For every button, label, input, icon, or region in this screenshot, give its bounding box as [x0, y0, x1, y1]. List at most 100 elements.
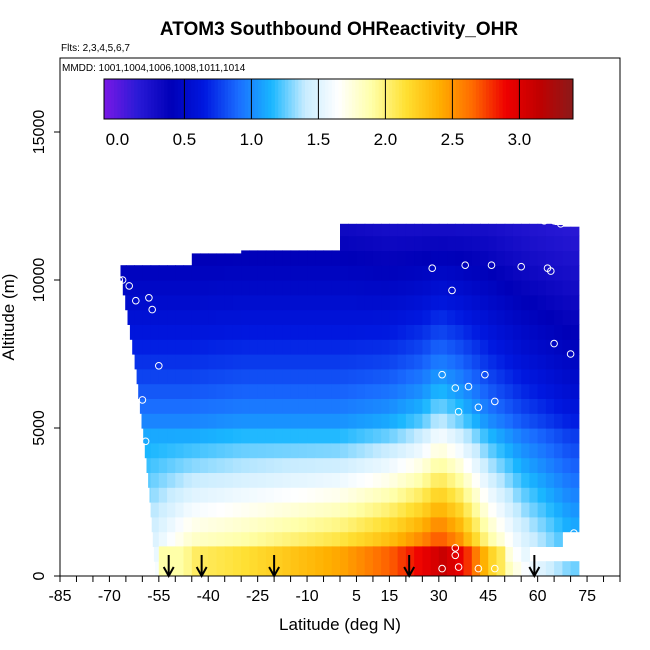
colorbar-segment — [254, 79, 259, 119]
heatmap-cell — [167, 413, 176, 429]
heatmap-cell — [389, 457, 399, 473]
heatmap-cell — [480, 235, 489, 251]
heatmap-cell — [315, 309, 325, 325]
heatmap-cell — [405, 531, 415, 547]
heatmap-cell — [241, 487, 250, 503]
heatmap-cell — [430, 487, 440, 503]
colorbar-segment — [559, 79, 564, 119]
colorbar-segment — [305, 79, 309, 119]
heatmap-cell — [496, 413, 506, 429]
colorbar-segment — [529, 79, 534, 119]
heatmap-cell — [331, 398, 341, 414]
colorbar-segment — [258, 79, 262, 119]
heatmap-cell — [265, 516, 275, 533]
heatmap-cell — [315, 383, 325, 399]
heatmap-cell — [175, 442, 185, 459]
heatmap-cell — [348, 442, 357, 459]
heatmap-cell — [167, 398, 176, 414]
heatmap-cell — [521, 428, 530, 444]
heatmap-cell — [496, 531, 506, 547]
observation-point — [547, 267, 555, 275]
heatmap-cell — [496, 309, 506, 325]
colorbar-segment — [358, 79, 363, 119]
heatmap-cell — [134, 324, 143, 340]
heatmap-cell — [167, 368, 176, 385]
heatmap-cell — [265, 280, 275, 296]
heatmap-cell — [512, 472, 522, 488]
heatmap-cell — [504, 235, 514, 251]
heatmap-cell — [529, 487, 539, 503]
heatmap-cell — [208, 487, 217, 503]
heatmap-cell — [438, 502, 448, 518]
heatmap-cell — [265, 324, 275, 340]
heatmap-cell — [142, 265, 152, 281]
heatmap-cell — [521, 294, 530, 311]
heatmap-cell — [331, 354, 341, 370]
heatmap-cell — [389, 502, 399, 518]
heatmap-cell — [331, 294, 341, 311]
heatmap-cell — [150, 487, 160, 503]
heatmap-cell — [570, 368, 580, 385]
x-tick-label: 75 — [578, 588, 596, 605]
colorbar-segment — [415, 79, 420, 119]
heatmap-cell — [422, 324, 432, 340]
heatmap-cell — [315, 280, 325, 296]
heatmap-cell — [331, 531, 341, 547]
heatmap-cell — [471, 398, 481, 414]
heatmap-cell — [216, 398, 226, 414]
heatmap-cell — [315, 265, 325, 281]
heatmap-cell — [480, 487, 489, 503]
heatmap-cell — [480, 339, 489, 355]
heatmap-cell — [554, 225, 563, 237]
heatmap-cell — [183, 531, 193, 547]
colorbar-segment — [475, 79, 480, 119]
heatmap-cell — [249, 531, 259, 547]
heatmap-cell — [381, 324, 390, 340]
observation-point — [474, 564, 483, 573]
heatmap-cell — [282, 398, 292, 414]
heatmap-cell — [405, 223, 415, 237]
heatmap-cell — [463, 502, 473, 518]
heatmap-cell — [274, 502, 283, 518]
heatmap-cell — [364, 265, 374, 281]
heatmap-cell — [298, 309, 308, 325]
heatmap-cell — [364, 354, 374, 370]
heatmap-cell — [562, 309, 572, 325]
heatmap-cell — [545, 516, 555, 533]
heatmap-cell — [496, 354, 506, 370]
heatmap-cell — [405, 339, 415, 355]
heatmap-cell — [158, 383, 168, 399]
heatmap-cell — [414, 531, 423, 547]
heatmap-cell — [167, 383, 176, 399]
heatmap-cell — [430, 250, 440, 266]
heatmap-low-strip-cell — [372, 546, 382, 576]
heatmap-cell — [455, 235, 465, 251]
heatmap-cell — [175, 531, 185, 547]
heatmap-cell — [175, 368, 185, 385]
heatmap-cell — [191, 428, 201, 444]
heatmap-cell — [191, 368, 201, 385]
y-tick-label: 0 — [31, 571, 48, 580]
heatmap-cell — [323, 516, 333, 533]
observation-point — [141, 437, 150, 446]
heatmap-cell — [488, 354, 497, 370]
heatmap-cell — [381, 309, 390, 325]
heatmap-cell — [496, 280, 506, 296]
colorbar-segment — [114, 79, 118, 119]
heatmap-cell — [463, 354, 473, 370]
heatmap-cell — [241, 368, 250, 385]
heatmap-cell — [529, 457, 539, 473]
heatmap-cell — [340, 280, 349, 296]
colorbar-segment — [442, 79, 447, 119]
heatmap-cell — [282, 354, 292, 370]
heatmap-cell — [191, 472, 201, 488]
heatmap-cell — [323, 502, 333, 518]
heatmap-cell — [521, 324, 530, 340]
heatmap-cell — [562, 428, 572, 444]
heatmap-cell — [208, 531, 217, 547]
heatmap-cell — [307, 442, 316, 459]
heatmap-cell — [265, 442, 275, 459]
heatmap-cell — [405, 235, 415, 251]
colorbar-segment — [134, 79, 138, 119]
